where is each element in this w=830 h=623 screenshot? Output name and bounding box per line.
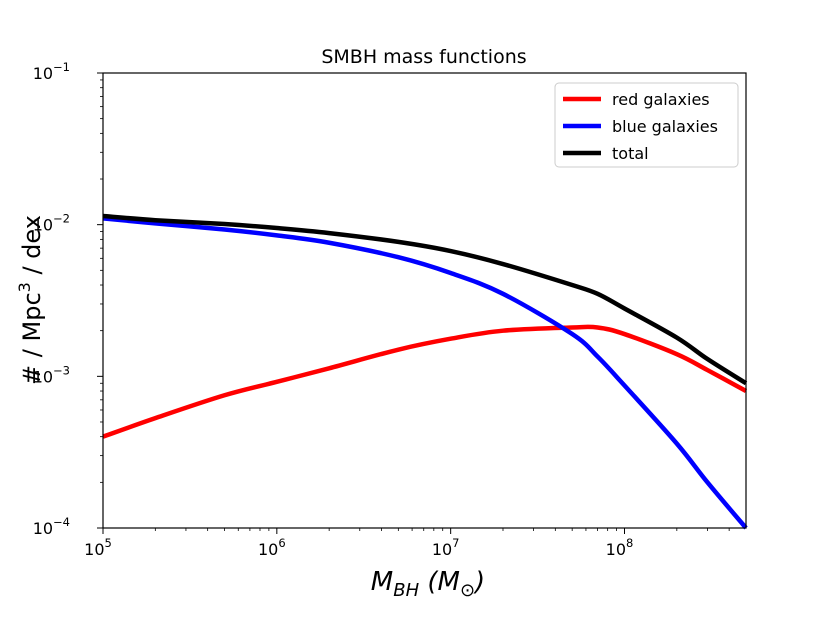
x-axis-label: MBH (M⊙) (371, 567, 485, 601)
legend: red galaxies blue galaxies total (554, 82, 739, 168)
series-line-total (102, 213, 748, 386)
legend-label-blue-galaxies: blue galaxies (612, 117, 718, 136)
plot-area-frame (102, 72, 747, 529)
legend-label-red-galaxies: red galaxies (612, 90, 710, 109)
legend-box (554, 82, 739, 168)
series-line-red-galaxies (102, 324, 748, 439)
legend-label-total: total (612, 144, 649, 163)
y-axis-label: # / Mpc3 / dex (15, 215, 46, 385)
chart-title: SMBH mass functions (321, 46, 526, 68)
series-layer (102, 213, 748, 530)
series-line-blue-galaxies (102, 216, 748, 530)
